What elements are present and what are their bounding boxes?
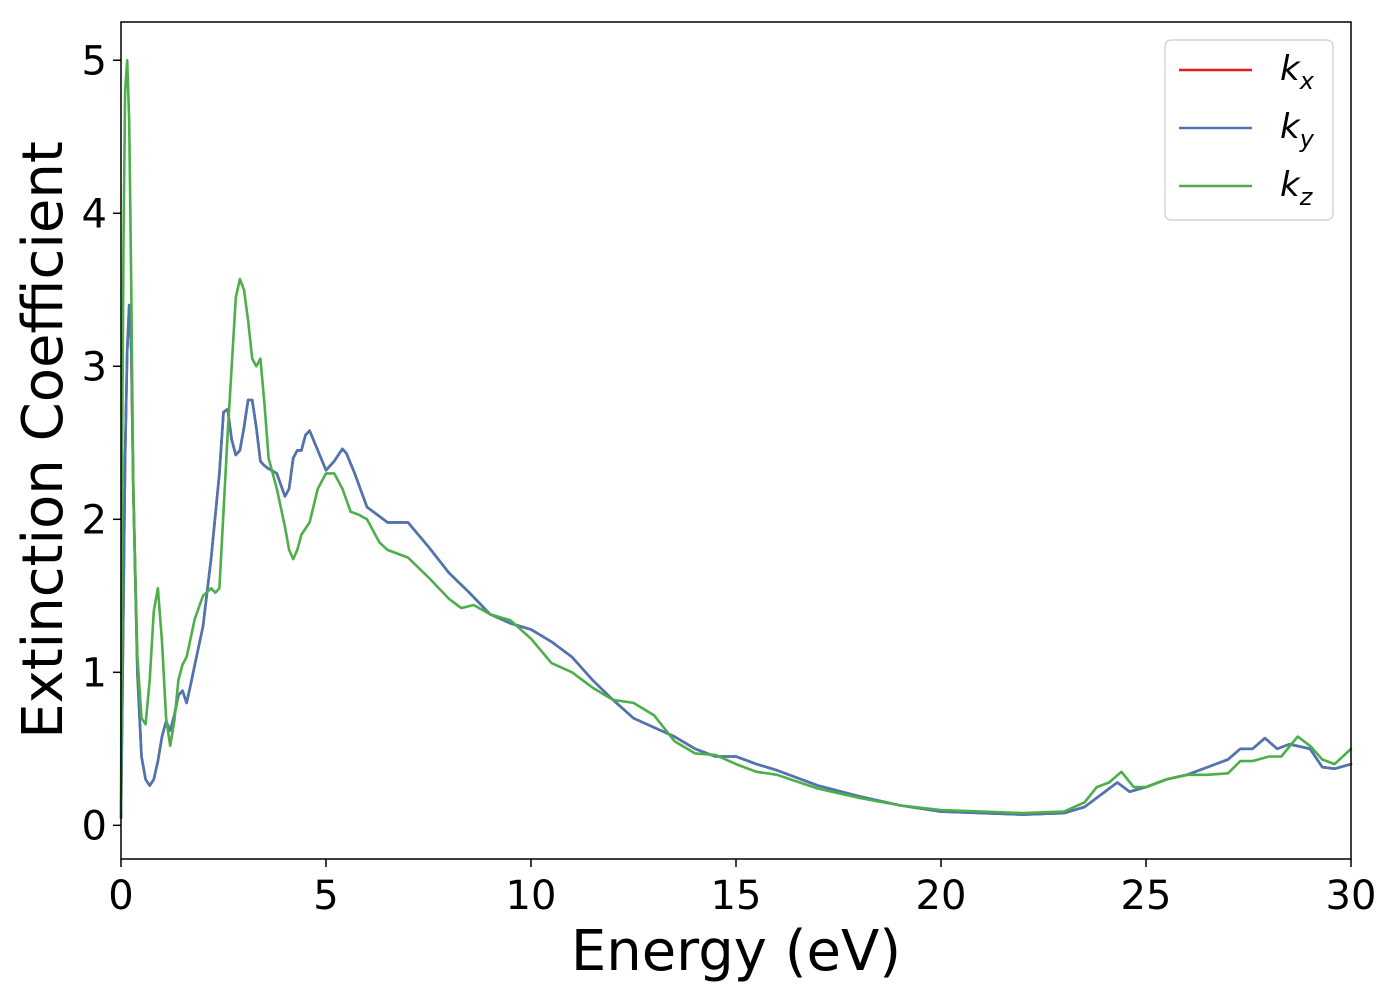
legend-label-subscript: x: [1299, 67, 1315, 95]
y-axis-ticks: 0 1 2 3 4 5: [82, 38, 121, 849]
x-tick-label: 10: [506, 873, 557, 919]
x-axis-label: Energy (eV): [571, 919, 901, 984]
x-axis-ticks: 0 5 10 15 20 25 30: [108, 859, 1376, 919]
y-tick-label: 1: [82, 650, 107, 696]
y-tick-label: 2: [82, 497, 107, 543]
legend-box: [1164, 39, 1334, 221]
y-tick-label: 4: [82, 191, 107, 237]
series-layer: [119, 58, 1353, 820]
legend-label-main: k: [1280, 165, 1301, 205]
series-line-y: [119, 303, 1353, 820]
legend-label-y: ky: [1280, 107, 1315, 153]
x-tick-label: 20: [916, 873, 967, 919]
legend-label-subscript: z: [1299, 183, 1314, 211]
x-tick-label: 15: [711, 873, 762, 919]
legend-label-subscript: y: [1299, 125, 1315, 153]
y-tick-label: 3: [82, 344, 107, 390]
x-tick-label: 5: [313, 873, 338, 919]
series-line-z: [119, 58, 1353, 815]
x-tick-label: 0: [108, 873, 133, 919]
y-tick-label: 0: [82, 803, 107, 849]
legend-label-z: kz: [1280, 165, 1314, 211]
legend-label-main: k: [1280, 49, 1301, 89]
y-axis-label: Extinction Coefficient: [11, 141, 76, 739]
legend-label-main: k: [1280, 107, 1301, 147]
x-tick-label: 25: [1121, 873, 1172, 919]
y-tick-label: 5: [82, 38, 107, 84]
legend-label-x: kx: [1280, 49, 1315, 95]
series-line-x: [119, 303, 1353, 820]
x-tick-label: 30: [1326, 873, 1377, 919]
